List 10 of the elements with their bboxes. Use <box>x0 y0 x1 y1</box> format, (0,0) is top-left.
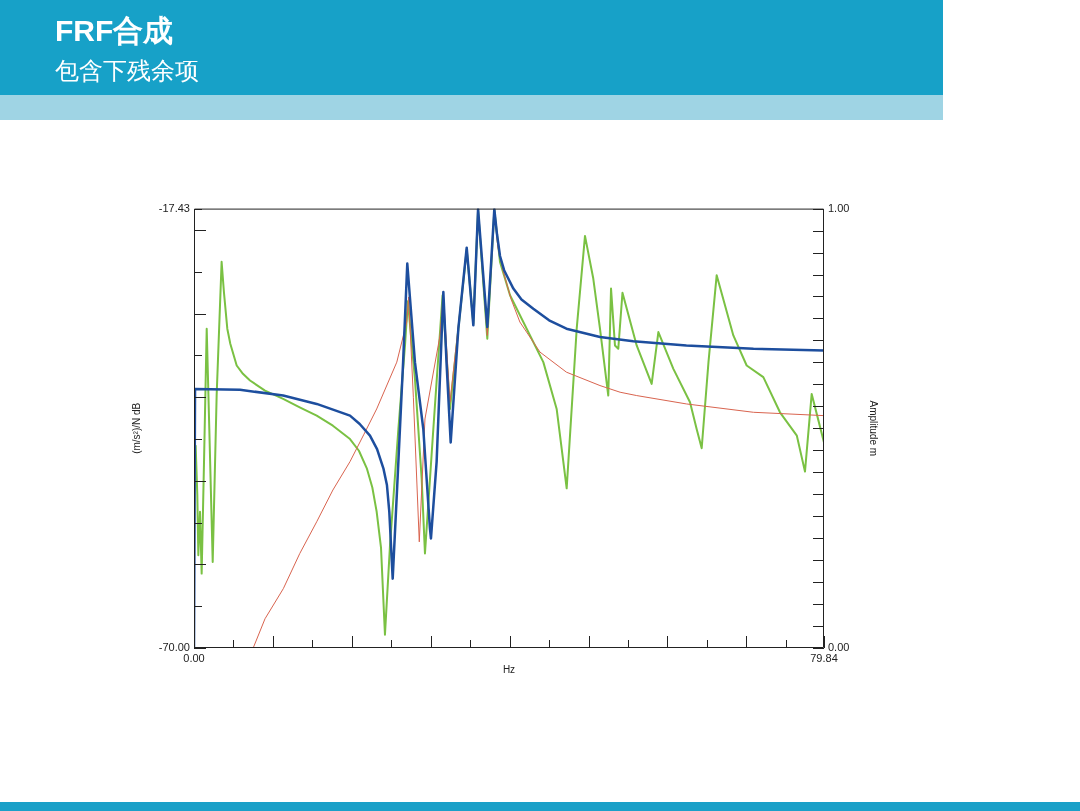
chart-title: FRF合成 <box>55 13 174 49</box>
y2-tick-label: 0.00 <box>828 641 850 654</box>
y-tick-label: -17.43 <box>158 201 190 214</box>
y2-tick-label: 1.00 <box>828 201 850 214</box>
y-tick-label: -70.00 <box>158 641 190 654</box>
x-axis-title: Hz <box>502 663 516 675</box>
chart-subtitle: 包含下残余项 <box>55 56 199 86</box>
y2-axis-title: Amplitude m <box>868 400 880 457</box>
x-tick-label: 79.84 <box>810 651 838 664</box>
y-axis-title: (m/s²)/N dB <box>130 402 142 454</box>
